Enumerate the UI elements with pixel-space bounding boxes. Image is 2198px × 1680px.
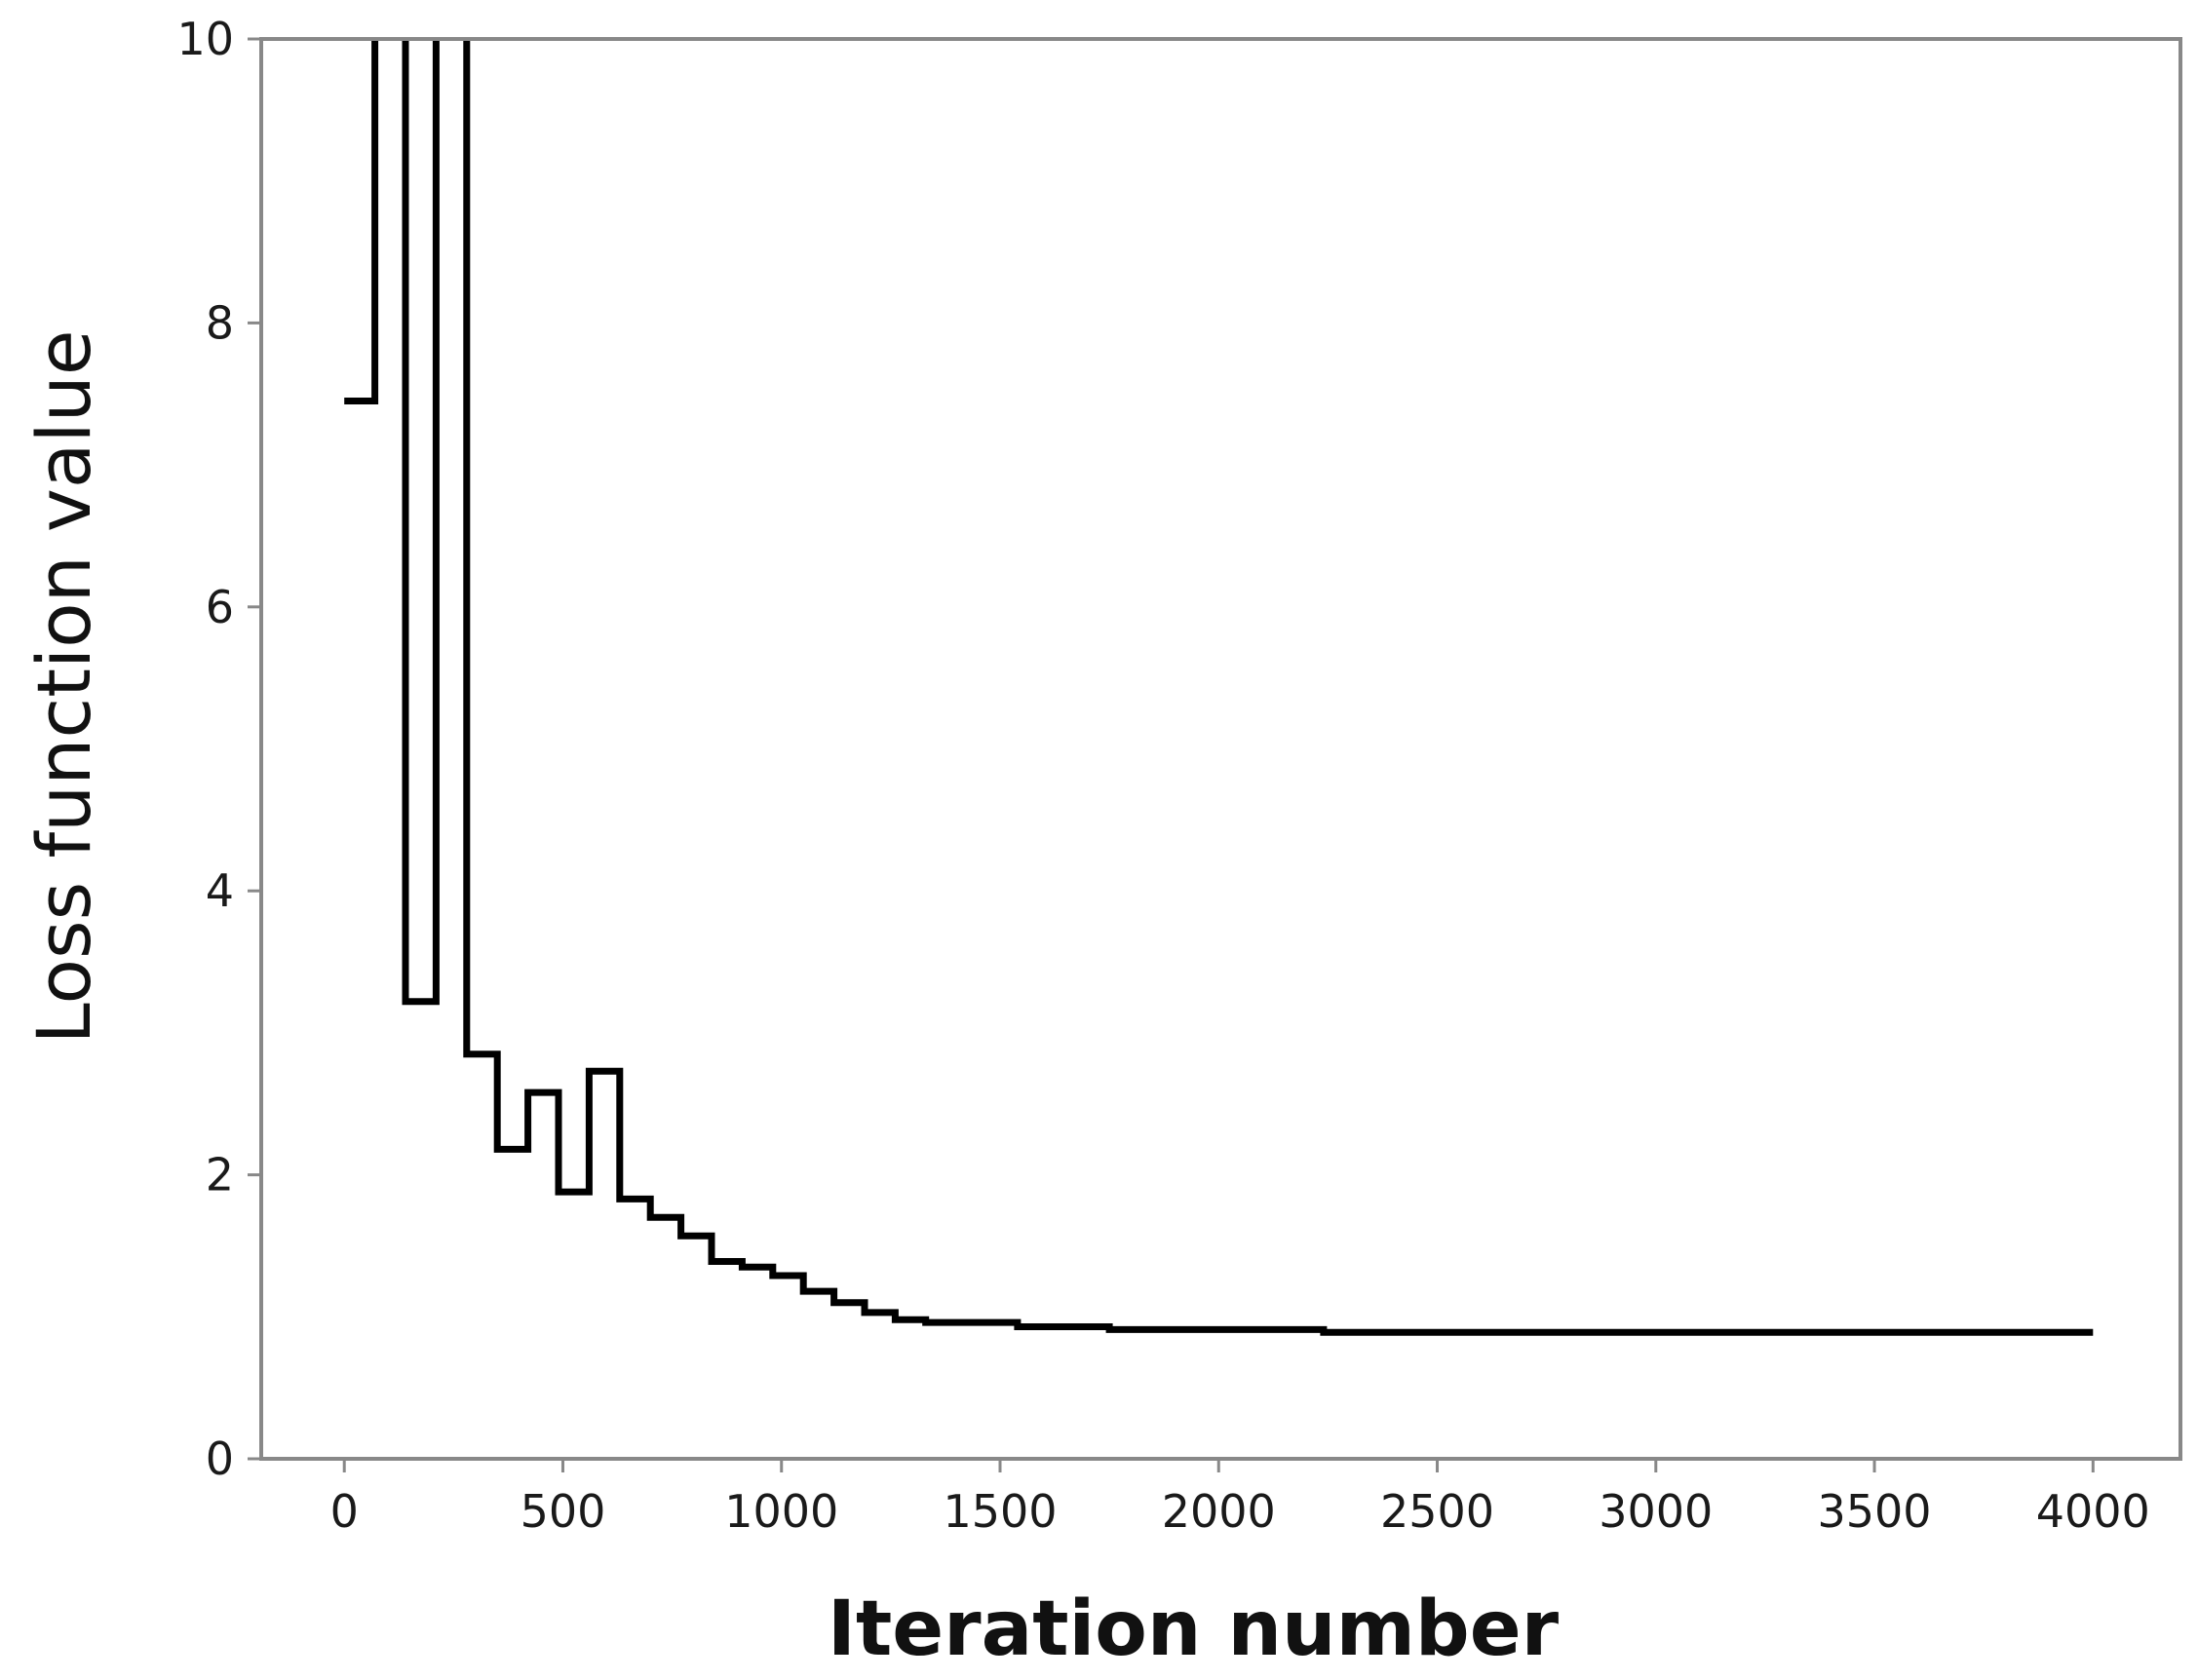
x-tick-label: 3000 — [1599, 1485, 1713, 1538]
axis-labels: Loss function value Iteration number — [20, 329, 1560, 1673]
x-tick-label: 500 — [521, 1485, 606, 1538]
y-tick-label: 2 — [206, 1149, 234, 1202]
x-tick-label: 3500 — [1817, 1485, 1931, 1538]
x-tick-label: 0 — [330, 1485, 359, 1538]
x-tick-label: 2000 — [1162, 1485, 1276, 1538]
x-tick-label: 1000 — [724, 1485, 838, 1538]
y-tick-label: 0 — [206, 1432, 234, 1485]
y-tick-label: 6 — [206, 581, 234, 633]
plot-area — [344, 39, 2094, 1336]
axes: 0 500 1000 1500 2000 2500 3000 3500 4000 0 2 4 6 8 10 — [176, 13, 2182, 1538]
x-tick-label: 2500 — [1380, 1485, 1494, 1538]
y-tick-label: 8 — [206, 296, 234, 349]
x-tick-label: 1500 — [943, 1485, 1057, 1538]
axes-frame — [259, 37, 2182, 1461]
x-axis-label: Iteration number — [828, 1585, 1560, 1673]
x-tick-label: 4000 — [2036, 1485, 2150, 1538]
y-axis-label: Loss function value — [20, 329, 107, 1044]
y-tick-label: 10 — [176, 13, 234, 65]
y-tick-label: 4 — [206, 864, 234, 917]
loss-series-line — [344, 39, 2094, 1336]
